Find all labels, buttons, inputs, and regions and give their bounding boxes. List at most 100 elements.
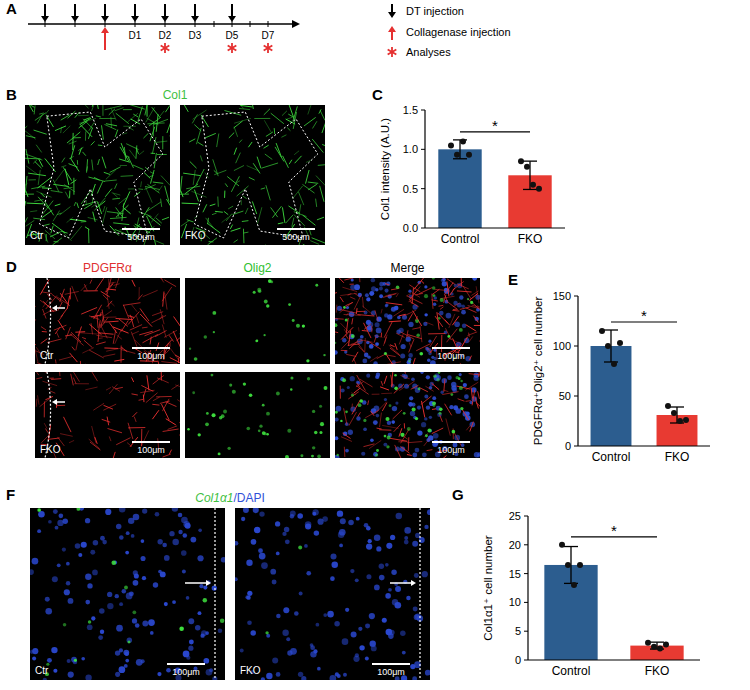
- x-tick-label: FKO: [665, 450, 690, 464]
- texture-fiber: [374, 337, 376, 343]
- texture-nucleus: [119, 666, 126, 673]
- texture-fiber: [390, 348, 400, 356]
- texture-fiber: [185, 184, 198, 194]
- micrograph-texture: [335, 278, 480, 364]
- texture-fiber: [91, 372, 97, 381]
- texture-fiber: [45, 233, 48, 242]
- micrograph: [30, 508, 225, 680]
- texture-fiber: [44, 401, 45, 417]
- texture-fiber: [443, 278, 455, 279]
- texture-fiber: [362, 297, 363, 308]
- texture-nucleus: [135, 623, 140, 628]
- texture-fiber: [282, 207, 284, 223]
- texture-nucleus: [368, 539, 372, 543]
- texture-fiber: [254, 118, 270, 119]
- error-cap: [650, 641, 664, 642]
- texture-fiber: [224, 211, 228, 214]
- texture-fiber: [146, 105, 147, 117]
- texture-nucleus: [366, 297, 370, 301]
- texture-fiber: [35, 113, 46, 121]
- texture-fiber: [102, 157, 106, 169]
- texture-nucleus: [370, 438, 374, 442]
- texture-fiber: [30, 211, 37, 212]
- texture-fiber: [312, 139, 323, 153]
- texture-fiber: [380, 413, 382, 427]
- texture-nucleus: [123, 650, 129, 656]
- texture-fiber: [403, 310, 416, 316]
- scale-bar: [132, 347, 170, 349]
- texture-nucleus: [188, 646, 193, 651]
- texture-nucleus: [404, 536, 408, 540]
- texture-nucleus: [307, 377, 310, 380]
- texture-fiber: [127, 443, 132, 447]
- texture-fiber: [38, 197, 48, 209]
- data-point: [536, 186, 542, 192]
- texture-nucleus: [212, 585, 217, 590]
- texture-fiber: [298, 192, 303, 205]
- texture-fiber: [424, 438, 430, 446]
- texture-fiber: [303, 244, 317, 245]
- texture-nucleus: [141, 539, 145, 543]
- texture-nucleus: [254, 527, 261, 534]
- texture-nucleus: [189, 640, 194, 645]
- plot-area: [544, 542, 683, 660]
- texture-nucleus: [335, 417, 339, 421]
- texture-fiber: [407, 381, 415, 387]
- texture-fiber: [72, 347, 75, 351]
- y-tick-label: 0: [515, 654, 521, 666]
- texture-fiber: [152, 137, 156, 154]
- pointer-arrow: [185, 582, 207, 584]
- texture-nucleus: [250, 630, 256, 636]
- texture-fiber: [132, 377, 134, 382]
- texture-nucleus: [375, 322, 380, 327]
- texture-fiber: [320, 186, 324, 202]
- texture-nucleus: [88, 620, 91, 623]
- texture-fiber: [356, 386, 369, 395]
- scale-bar: [167, 663, 205, 665]
- texture-fiber: [224, 191, 225, 198]
- texture-fiber: [228, 206, 233, 209]
- texture-nucleus: [47, 658, 52, 663]
- texture-nucleus: [355, 578, 359, 582]
- texture-nucleus: [412, 408, 416, 412]
- texture-fiber: [161, 176, 170, 186]
- texture-nucleus: [360, 335, 364, 339]
- texture-nucleus: [164, 555, 170, 561]
- texture-fiber: [462, 409, 469, 420]
- title-part: Col1α1: [195, 491, 233, 505]
- texture-fiber: [193, 110, 207, 119]
- texture-nucleus: [199, 584, 203, 588]
- texture-fiber: [156, 396, 171, 397]
- texture-fiber: [75, 364, 86, 365]
- texture-nucleus: [373, 420, 378, 425]
- texture-fiber: [261, 188, 265, 189]
- micrograph-texture: [30, 508, 225, 680]
- texture-nucleus: [317, 519, 323, 525]
- texture-nucleus: [452, 430, 456, 434]
- texture-nucleus: [305, 523, 311, 529]
- texture-fiber: [46, 110, 49, 114]
- texture-fiber: [91, 141, 95, 145]
- texture-nucleus: [345, 411, 348, 414]
- texture-fiber: [409, 340, 414, 353]
- texture-fiber: [384, 322, 392, 338]
- texture-nucleus: [286, 637, 290, 641]
- texture-fiber: [102, 125, 104, 139]
- texture-fiber: [474, 325, 480, 326]
- texture-fiber: [343, 433, 351, 438]
- texture-nucleus: [64, 589, 70, 595]
- texture-nucleus: [133, 580, 139, 586]
- texture-fiber: [341, 437, 352, 442]
- timeline-tick: [268, 21, 269, 27]
- texture-fiber: [99, 118, 115, 119]
- texture-nucleus: [386, 282, 390, 286]
- data-point: [466, 152, 472, 158]
- texture-nucleus: [347, 386, 350, 389]
- texture-fiber: [161, 199, 162, 207]
- texture-fiber: [113, 330, 116, 344]
- texture-fiber: [413, 311, 422, 326]
- texture-fiber: [316, 176, 325, 186]
- texture-fiber: [473, 316, 478, 323]
- texture-fiber: [257, 157, 261, 169]
- data-point: [524, 164, 530, 170]
